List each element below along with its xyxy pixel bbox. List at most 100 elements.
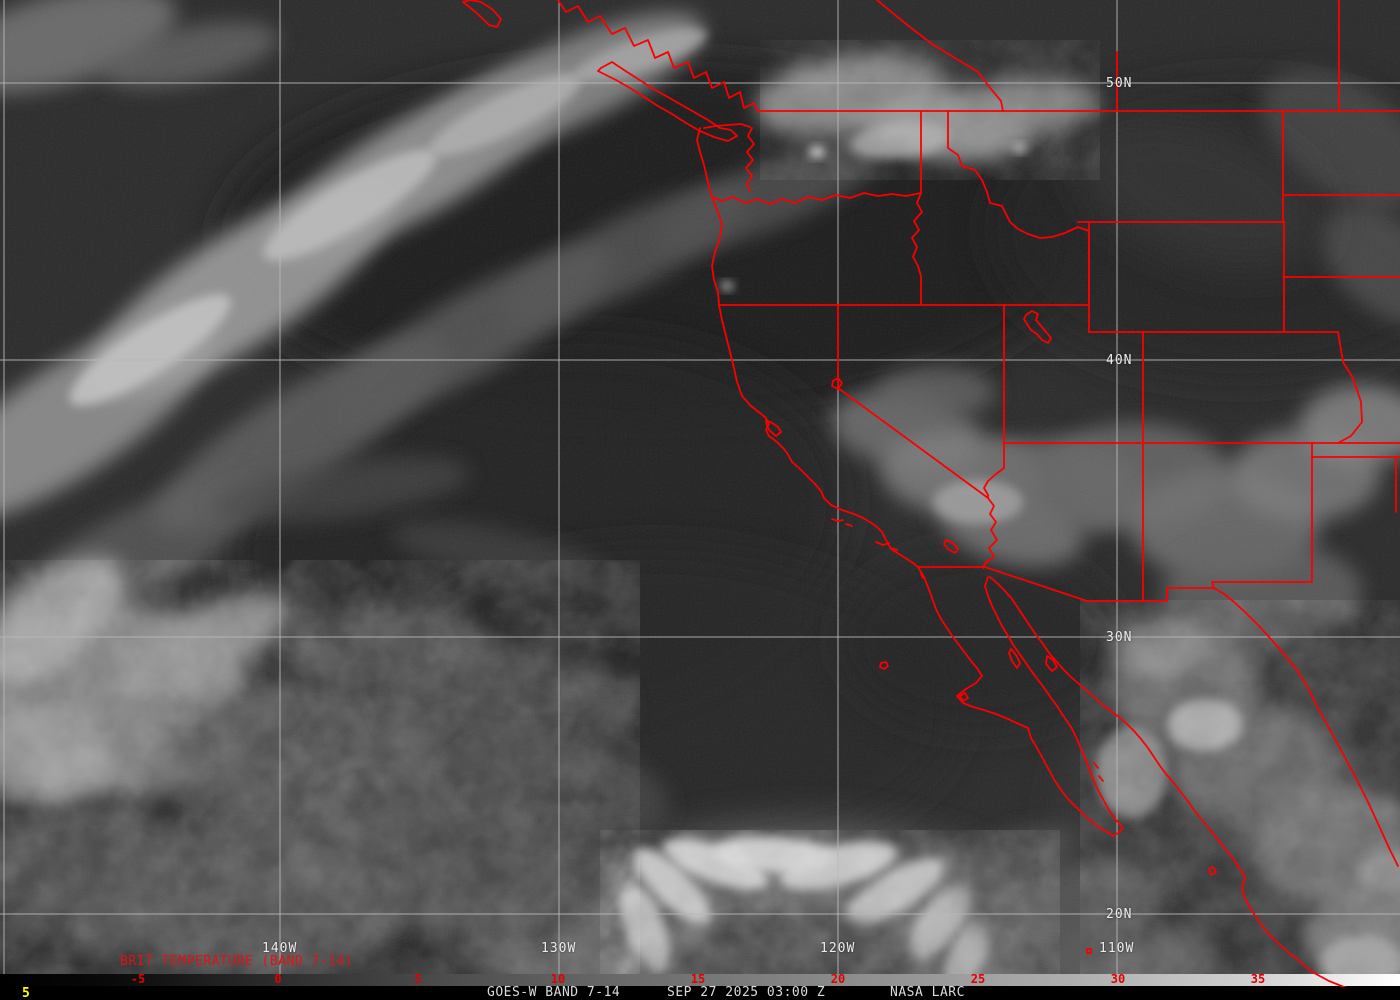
cloud-blob (907, 883, 973, 961)
boundary-channel_islands_1 (831, 518, 844, 522)
cloud-blob (1261, 69, 1400, 211)
cloud-blob (936, 483, 1084, 567)
colorbar-tick: 0 (274, 972, 282, 986)
cloud-blob (220, 60, 1080, 420)
cloud-blob (654, 137, 886, 253)
cloud-blob (1170, 703, 1340, 827)
boundary-or_id_border (911, 192, 923, 306)
boundary-salton_sea (943, 539, 959, 554)
lat-label-40n: 40N (1106, 353, 1133, 368)
product-name-text: GOES-W BAND 7-14 (487, 985, 621, 1000)
boundary-id_mt_border (947, 110, 1090, 239)
boundary-baja_pacific_coast (917, 566, 1114, 837)
cloud-blob (1096, 726, 1168, 818)
cloud-blob (0, 605, 250, 795)
cloud-blob (266, 68, 574, 262)
cloud-blob (662, 838, 768, 890)
boundary-lake_tahoe (831, 377, 843, 390)
boundary-puget_sound (745, 127, 755, 192)
boundary-isla_coronado (920, 573, 924, 579)
lat-label-30n: 30N (1106, 630, 1133, 645)
latlon-graticule-layer (0, 0, 1400, 974)
image-grain-texture (0, 0, 1400, 974)
cloud-blob (970, 77, 1100, 133)
lon-label-130w: 130W (541, 941, 577, 956)
corner-frame-value: 5 (22, 986, 30, 1000)
cloud-blob (330, 247, 610, 423)
cloud-blob (426, 12, 704, 158)
cloud-blob (117, 593, 293, 697)
boundary-columbia_river_wa_or (711, 192, 922, 205)
cloud-blob (980, 437, 1150, 533)
boundary-islas_marias (1208, 866, 1217, 876)
cloud-blob (721, 282, 733, 290)
cloud-blob (990, 80, 1400, 380)
cloud-blob (0, 556, 126, 684)
satellite-background (0, 0, 1400, 974)
cloud-blob (779, 841, 897, 891)
cloud-blob (428, 73, 582, 157)
boundary-haida_gwaii (462, 0, 502, 28)
cloud-blob (830, 390, 980, 470)
product-annotation-label: BRIT TEMPERATURE (BAND 7-14) (120, 954, 354, 969)
cloud-blob (1250, 783, 1400, 907)
boundary-channel_islands_2 (845, 523, 853, 527)
boundary-colorado_river (982, 442, 1005, 569)
boundary-isla_tiburon (1045, 655, 1058, 672)
lon-label-120w: 120W (820, 941, 856, 956)
cloud-blob (620, 884, 670, 972)
colorbar-tick: 30 (1110, 972, 1126, 986)
cloud-blob (280, 603, 490, 687)
cloud-blob (0, 316, 216, 524)
boundary-wa_coast (696, 127, 713, 198)
cloud-blob (160, 683, 450, 847)
cloud-blob (1130, 469, 1320, 581)
cloud-blob (499, 183, 751, 327)
boundary-gulf_island_b (1098, 775, 1104, 782)
boundary-gulf_island_a (1093, 762, 1099, 769)
boundary-isla_socorro (1086, 948, 1092, 954)
boundary-great_salt_lake (1023, 310, 1052, 344)
cloud-blob (153, 337, 447, 533)
lat-label-50n: 50N (1106, 76, 1133, 91)
cloud-blob (0, 476, 261, 654)
boundary-baja_gulf_coast (984, 576, 1124, 837)
cloud-blob (101, 21, 279, 89)
boundary-sonora_sinaloa_coast (989, 576, 1348, 987)
boundary-channel_islands_4 (890, 547, 898, 551)
cloud-blob (1358, 852, 1400, 892)
lat-label-20n: 20N (1106, 907, 1133, 922)
cloud-blob (263, 149, 437, 261)
timestamp-text: SEP 27 2025 03:00 Z (667, 985, 826, 1000)
cloud-blob (392, 520, 608, 590)
boundary-bc_coast (557, 0, 759, 112)
boundary-bc_ab_border (876, 0, 1004, 112)
cloud-blob (1320, 205, 1400, 325)
boundary-sf_bay (765, 419, 782, 437)
boundary-co_east (1337, 331, 1363, 444)
colorbar-tick: 25 (970, 972, 986, 986)
colorbar-tick: 35 (1250, 972, 1266, 986)
cloud-blob (400, 549, 960, 851)
cloud-blob (573, 28, 707, 82)
cloud-blob (1162, 540, 1362, 644)
colorbar-tick: -5 (130, 972, 146, 986)
cloud-blob (971, 862, 1159, 948)
cloud-blob (1110, 625, 1260, 745)
cloud-blob (86, 181, 394, 399)
colorbar-tick: 15 (690, 972, 706, 986)
lon-label-110w: 110W (1099, 941, 1135, 956)
cloud-blob (69, 294, 231, 406)
boundary-isla_angel (1008, 648, 1021, 669)
cloud-blob (755, 53, 945, 137)
cloud-blob (231, 336, 849, 724)
cloud-blob (713, 836, 837, 874)
boundary-rio_grande (1213, 587, 1399, 867)
cloud-mottle-texture (0, 560, 640, 974)
cloud-blob (1110, 615, 1214, 675)
cloud-blob (1167, 699, 1243, 751)
colorbar-tick: 5 (414, 972, 422, 986)
cloud-blob (943, 825, 1077, 895)
